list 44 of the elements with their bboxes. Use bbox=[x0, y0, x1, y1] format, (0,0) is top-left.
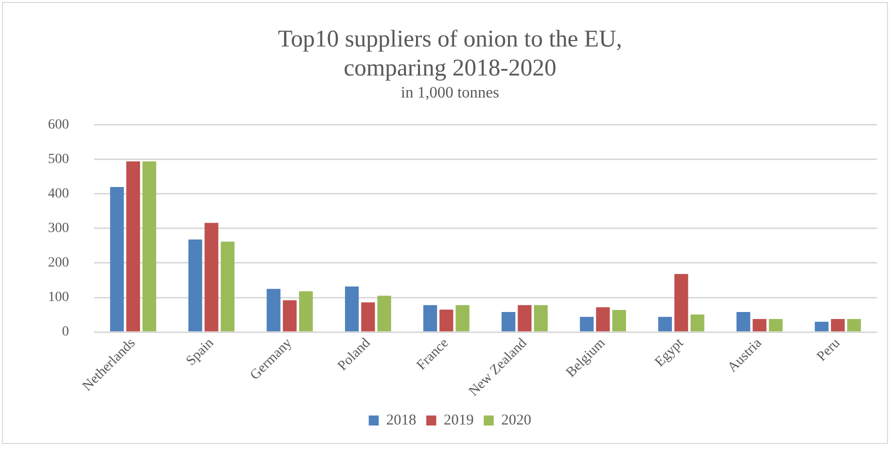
bar bbox=[266, 288, 280, 332]
y-tick-label: 400 bbox=[48, 186, 69, 202]
legend-label: 2020 bbox=[501, 412, 532, 428]
bar bbox=[361, 302, 375, 332]
bar bbox=[126, 161, 140, 332]
y-tick-label: 0 bbox=[62, 324, 69, 340]
y-tick-label: 200 bbox=[48, 256, 69, 271]
bar bbox=[674, 274, 688, 332]
bar bbox=[439, 310, 454, 332]
bar bbox=[110, 186, 124, 332]
bar bbox=[344, 286, 359, 332]
bar bbox=[736, 312, 750, 332]
text: comparing 2018-2020 bbox=[344, 55, 556, 82]
bar bbox=[282, 300, 297, 332]
y-tick-label: 600 bbox=[48, 117, 69, 132]
bar bbox=[502, 312, 516, 332]
bar bbox=[377, 296, 392, 332]
bar bbox=[596, 307, 610, 332]
bar bbox=[612, 310, 626, 332]
y-tick-label: 100 bbox=[48, 290, 69, 306]
y-tick-label: 500 bbox=[48, 152, 69, 168]
bar bbox=[580, 316, 594, 332]
bar bbox=[752, 318, 766, 332]
bar bbox=[814, 322, 829, 332]
bar bbox=[518, 305, 532, 332]
legend-label: 2019 bbox=[444, 412, 474, 428]
bar bbox=[456, 305, 470, 332]
bar bbox=[847, 318, 861, 332]
text: Top10 suppliers of onion to the EU, bbox=[278, 26, 622, 53]
bar bbox=[768, 318, 783, 332]
bar bbox=[204, 222, 218, 332]
bar bbox=[423, 305, 438, 332]
y-tick-label: 300 bbox=[48, 221, 69, 236]
bar bbox=[690, 314, 704, 332]
x-tick-label: Peru bbox=[814, 336, 844, 365]
bar bbox=[142, 161, 156, 332]
bar bbox=[534, 305, 548, 332]
bar bbox=[658, 316, 672, 332]
bar bbox=[830, 318, 845, 332]
chart-subtitle: in 1,000 tonnes bbox=[400, 84, 500, 102]
bar bbox=[299, 291, 313, 332]
legend-label: 2018 bbox=[386, 412, 416, 428]
bar bbox=[188, 239, 202, 332]
bar bbox=[220, 242, 235, 332]
